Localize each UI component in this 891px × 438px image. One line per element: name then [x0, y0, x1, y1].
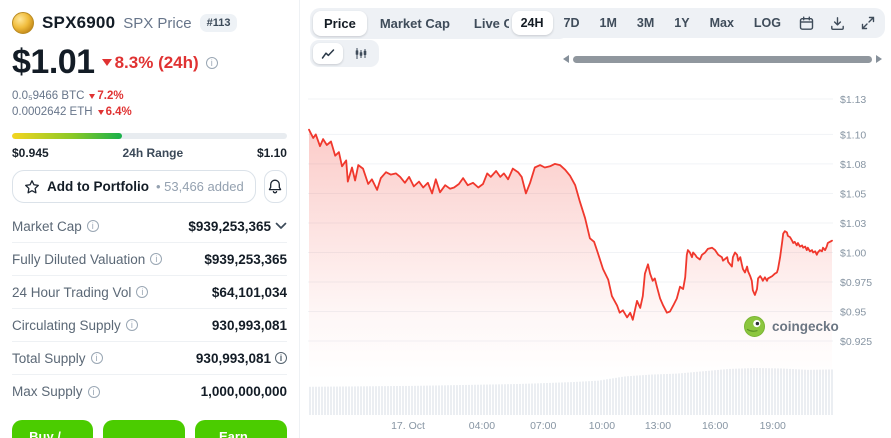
expand-icon [861, 16, 875, 30]
svg-text:10:00: 10:00 [589, 420, 615, 432]
calendar-icon [799, 16, 814, 30]
line-chart-icon [321, 48, 335, 59]
add-to-portfolio-button[interactable]: Add to Portfolio • 53,466 added [12, 170, 256, 203]
tab-price[interactable]: Price [313, 11, 367, 36]
eth-conversion: 0.0002642 ETH 6.4% [12, 105, 132, 118]
coin-name: SPX6900 [42, 13, 116, 32]
svg-text:19:00: 19:00 [760, 420, 786, 432]
candlestick-chart-toggle[interactable] [346, 43, 376, 64]
timeframe-1y[interactable]: 1Y [674, 16, 690, 30]
info-icon[interactable] [90, 352, 103, 364]
watermark-label: coingecko [772, 319, 839, 334]
price-chart[interactable]: $1.13 $1.10 $1.08 $1.05 $1.03 $1.00 $0.975 $0.9… [300, 80, 881, 438]
candlestick-chart-icon [355, 48, 367, 59]
stat-row-max-supply: Max Supply 1,000,000,000 [12, 375, 287, 408]
triangle-down-icon [101, 59, 112, 66]
scroll-right-arrow-icon[interactable] [876, 55, 882, 63]
svg-text:17. Oct: 17. Oct [391, 420, 425, 432]
timeframe-max[interactable]: Max [709, 16, 734, 30]
current-price: $1.01 [12, 43, 95, 81]
info-icon[interactable] [275, 352, 287, 364]
stat-row-market-cap[interactable]: Market Cap $939,253,365 [12, 210, 287, 243]
download-chart-button[interactable] [823, 12, 852, 35]
stat-row-circulating-supply: Circulating Supply 930,993,081 [12, 309, 287, 342]
info-icon[interactable] [205, 56, 218, 69]
svg-text:$0.975: $0.975 [840, 277, 872, 289]
coin-subtitle: SPX Price [123, 14, 192, 32]
buy-sell-button[interactable]: Buy / Sell [12, 420, 93, 438]
price-row: $1.01 8.3% (24h) [12, 43, 287, 82]
chart-panel: Price Market Cap Live Chart 24H 7D 1M 3M… [300, 0, 891, 438]
tab-market-cap[interactable]: Market Cap [379, 16, 450, 31]
svg-text:$1.13: $1.13 [840, 94, 866, 106]
coin-summary-panel: SPX6900 SPX Price #113 $1.01 8.3% (24h) … [0, 0, 300, 438]
svg-text:13:00: 13:00 [645, 420, 671, 432]
conversion-rates: 0.0₅9466 BTC 7.2% 0.0002642 ETH 6.4% [12, 89, 287, 120]
range-section: $0.945 24h Range $1.10 [12, 133, 287, 160]
stat-row-total-supply: Total Supply 930,993,081 [12, 342, 287, 375]
btc-conversion: 0.0₅9466 BTC 7.2% [12, 90, 124, 102]
bell-icon [269, 179, 282, 194]
chart-horizontal-scrollbar[interactable] [563, 55, 882, 63]
rank-badge: #113 [199, 14, 238, 32]
svg-text:$1.10: $1.10 [840, 129, 866, 141]
svg-text:$0.925: $0.925 [840, 336, 872, 348]
svg-text:$1.05: $1.05 [840, 188, 866, 200]
timeframe-24h[interactable]: 24H [511, 11, 553, 35]
svg-text:07:00: 07:00 [530, 420, 556, 432]
price-change-24h: 8.3% (24h) [101, 53, 199, 73]
star-icon [25, 179, 39, 193]
earn-crypto-button[interactable]: Earn Crypto [194, 420, 287, 438]
info-icon[interactable] [86, 220, 99, 232]
range-low: $0.945 [12, 146, 49, 160]
info-icon[interactable] [150, 253, 163, 265]
price-alert-button[interactable] [263, 170, 287, 203]
stats-table: Market Cap $939,253,365 Fully Diluted Va… [12, 210, 287, 408]
coingecko-gecko-icon [744, 316, 765, 337]
portfolio-added-count: • 53,466 added [155, 179, 244, 194]
timeframe-7d[interactable]: 7D [563, 16, 580, 30]
spx6900-coin-logo-icon [12, 12, 34, 34]
chevron-down-icon[interactable] [275, 222, 287, 230]
timeframe-1m[interactable]: 1M [599, 16, 617, 30]
coin-header: SPX6900 SPX Price #113 [12, 12, 287, 34]
svg-text:16:00: 16:00 [702, 420, 728, 432]
range-bar-fill [12, 133, 122, 139]
svg-text:$1.08: $1.08 [840, 159, 866, 171]
date-range-button[interactable] [792, 12, 821, 35]
svg-text:$1.00: $1.00 [840, 247, 866, 259]
stat-row-volume: 24 Hour Trading Vol $64,101,034 [12, 276, 287, 309]
svg-text:04:00: 04:00 [469, 420, 495, 432]
stat-row-fdv: Fully Diluted Valuation $939,253,365 [12, 243, 287, 276]
range-label: 24h Range [122, 146, 184, 160]
scrollbar-thumb[interactable] [573, 55, 872, 63]
range-bar [12, 133, 287, 139]
timeframe-3m[interactable]: 3M [636, 16, 655, 30]
svg-text:$0.95: $0.95 [840, 306, 866, 318]
triangle-down-icon [89, 94, 96, 100]
triangle-down-icon [97, 109, 104, 115]
info-icon[interactable] [125, 319, 138, 331]
download-icon [831, 16, 844, 30]
timeframe-selector: 24H 7D 1M 3M 1Y Max LOG [508, 8, 885, 38]
coingecko-watermark: coingecko [744, 316, 839, 337]
wallet-button[interactable]: Wallet [102, 420, 185, 438]
svg-text:$1.03: $1.03 [840, 218, 866, 230]
price-chart-area[interactable]: $1.13 $1.10 $1.08 $1.05 $1.03 $1.00 $0.975 $0.9… [300, 80, 881, 438]
fullscreen-button[interactable] [854, 12, 882, 34]
range-high: $1.10 [256, 146, 287, 160]
chart-type-toggle [310, 40, 379, 67]
info-icon[interactable] [87, 385, 100, 398]
scroll-left-arrow-icon[interactable] [563, 55, 569, 63]
line-chart-toggle[interactable] [313, 43, 343, 64]
info-icon[interactable] [136, 286, 149, 298]
portfolio-label: Add to Portfolio [47, 179, 149, 194]
timeframe-log[interactable]: LOG [753, 16, 781, 30]
